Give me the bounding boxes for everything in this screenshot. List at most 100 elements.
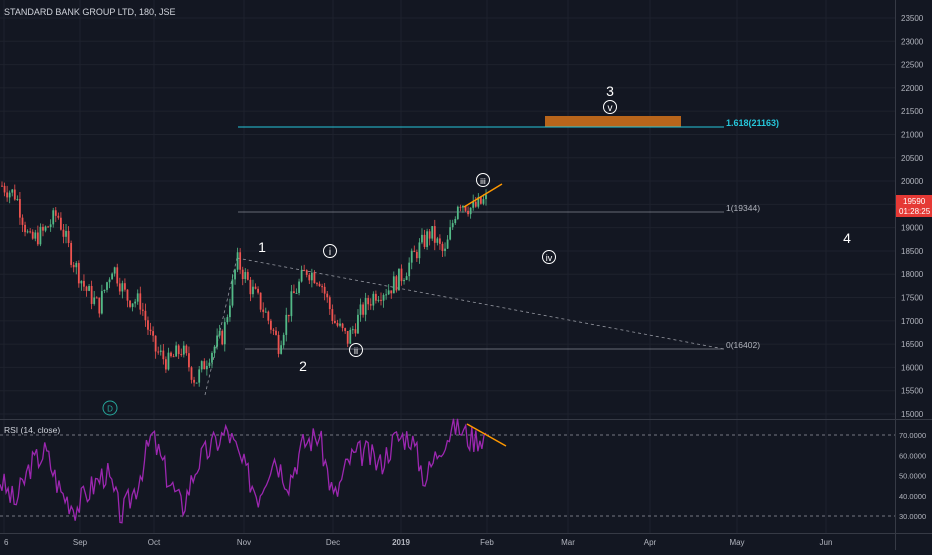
candle-body	[464, 205, 467, 211]
candle-body	[418, 242, 421, 259]
candle-body	[8, 192, 11, 198]
candle-body	[195, 382, 198, 384]
candle-body	[67, 230, 70, 243]
candle-body	[280, 345, 283, 354]
candle-body	[415, 252, 418, 259]
candle-body	[229, 305, 231, 318]
candle-body	[83, 280, 85, 287]
candle-body	[239, 252, 242, 270]
wave-circle-iii	[476, 173, 490, 187]
candle-body	[421, 234, 423, 243]
candle-body	[462, 205, 464, 208]
target-box[interactable]	[545, 116, 681, 127]
candle-body	[190, 367, 193, 380]
time-tick-label: 2019	[392, 538, 410, 547]
rsi-line[interactable]	[0, 418, 487, 524]
candle-body	[180, 354, 183, 356]
candle-body	[90, 285, 93, 304]
time-tick-label: Dec	[326, 538, 340, 547]
price-tick-label: 15000	[901, 410, 924, 419]
wave-label-ii: ii	[354, 346, 358, 357]
time-axis[interactable]: 6 Sep Oct Nov Dec 2019 Feb Mar Apr May Jun	[4, 538, 832, 547]
candle-body	[293, 291, 295, 294]
candle-body	[395, 276, 398, 291]
candle-body	[377, 299, 380, 301]
candle-body	[275, 330, 277, 335]
candle-body	[313, 272, 316, 284]
wave-label-i: i	[329, 247, 331, 258]
candle-body	[118, 283, 121, 292]
rsi-tick-label: 30.0000	[899, 512, 926, 521]
candle-body	[134, 301, 137, 304]
price-tick-label: 16000	[901, 363, 924, 372]
candle-body	[198, 369, 201, 383]
candle-body	[172, 356, 175, 358]
candle-body	[267, 311, 270, 321]
candle-body	[57, 215, 60, 218]
candle-body	[234, 269, 236, 280]
candle-body	[474, 201, 477, 207]
candle-body	[131, 303, 134, 307]
wave-label-iii: iii	[480, 176, 486, 186]
rsi-title: RSI (14, close)	[4, 425, 60, 435]
fib-label-1618: 1.618(21163)	[726, 118, 779, 128]
candle-body	[282, 334, 285, 346]
candle-body	[398, 268, 400, 291]
dashed-trendline-down[interactable]	[236, 257, 725, 350]
rsi-axis[interactable]: 70.0000 60.0000 50.0000 40.0000 30.0000	[899, 431, 926, 521]
candle-body	[287, 314, 290, 317]
candle-body	[305, 270, 308, 275]
candle-body	[159, 350, 162, 352]
price-tick-label: 21000	[901, 130, 924, 139]
candle-body	[295, 292, 298, 294]
candle-body	[246, 272, 249, 280]
candle-body	[231, 279, 234, 306]
candle-body	[380, 299, 382, 301]
candle-body	[1, 185, 3, 187]
time-tick-label: Nov	[237, 538, 251, 547]
candle-body	[126, 289, 129, 301]
candle-body	[124, 283, 126, 290]
candle-body	[408, 262, 411, 277]
price-tick-label: 22500	[901, 61, 924, 70]
rsi-trendline[interactable]	[466, 423, 507, 447]
time-tick-label: Oct	[148, 538, 161, 547]
candle-body	[11, 189, 14, 193]
candle-body	[451, 223, 454, 228]
candle-body	[44, 226, 47, 231]
candle-body	[249, 279, 252, 295]
candle-body	[321, 286, 324, 288]
candle-body	[236, 252, 239, 270]
current-price-value: 19590	[903, 197, 926, 206]
candle-body	[205, 365, 208, 370]
candle-body	[241, 269, 244, 280]
candle-body	[454, 218, 457, 224]
candle-body	[221, 330, 224, 345]
candle-body	[62, 229, 65, 237]
candle-body	[88, 285, 90, 291]
candle-body	[211, 353, 213, 363]
candlestick-series	[1, 181, 487, 387]
candle-body	[152, 331, 154, 336]
candle-body	[392, 276, 395, 294]
wave-label-3: 3	[606, 83, 614, 99]
price-tick-label: 19000	[901, 224, 924, 233]
price-tick-label: 21500	[901, 107, 924, 116]
candle-body	[216, 335, 219, 347]
candle-body	[34, 232, 37, 239]
candle-body	[390, 290, 393, 294]
candle-body	[272, 329, 275, 331]
candle-body	[24, 224, 26, 233]
candle-body	[16, 199, 19, 201]
candle-body	[203, 361, 206, 370]
dividend-marker-icon[interactable]	[102, 400, 118, 416]
wave-circle-i	[323, 244, 337, 258]
candle-body	[433, 226, 436, 243]
candle-body	[385, 294, 388, 296]
price-trendline[interactable]	[463, 183, 503, 208]
candle-body	[341, 323, 344, 329]
candle-body	[387, 290, 390, 295]
candle-body	[77, 263, 80, 284]
candle-body	[259, 292, 262, 310]
